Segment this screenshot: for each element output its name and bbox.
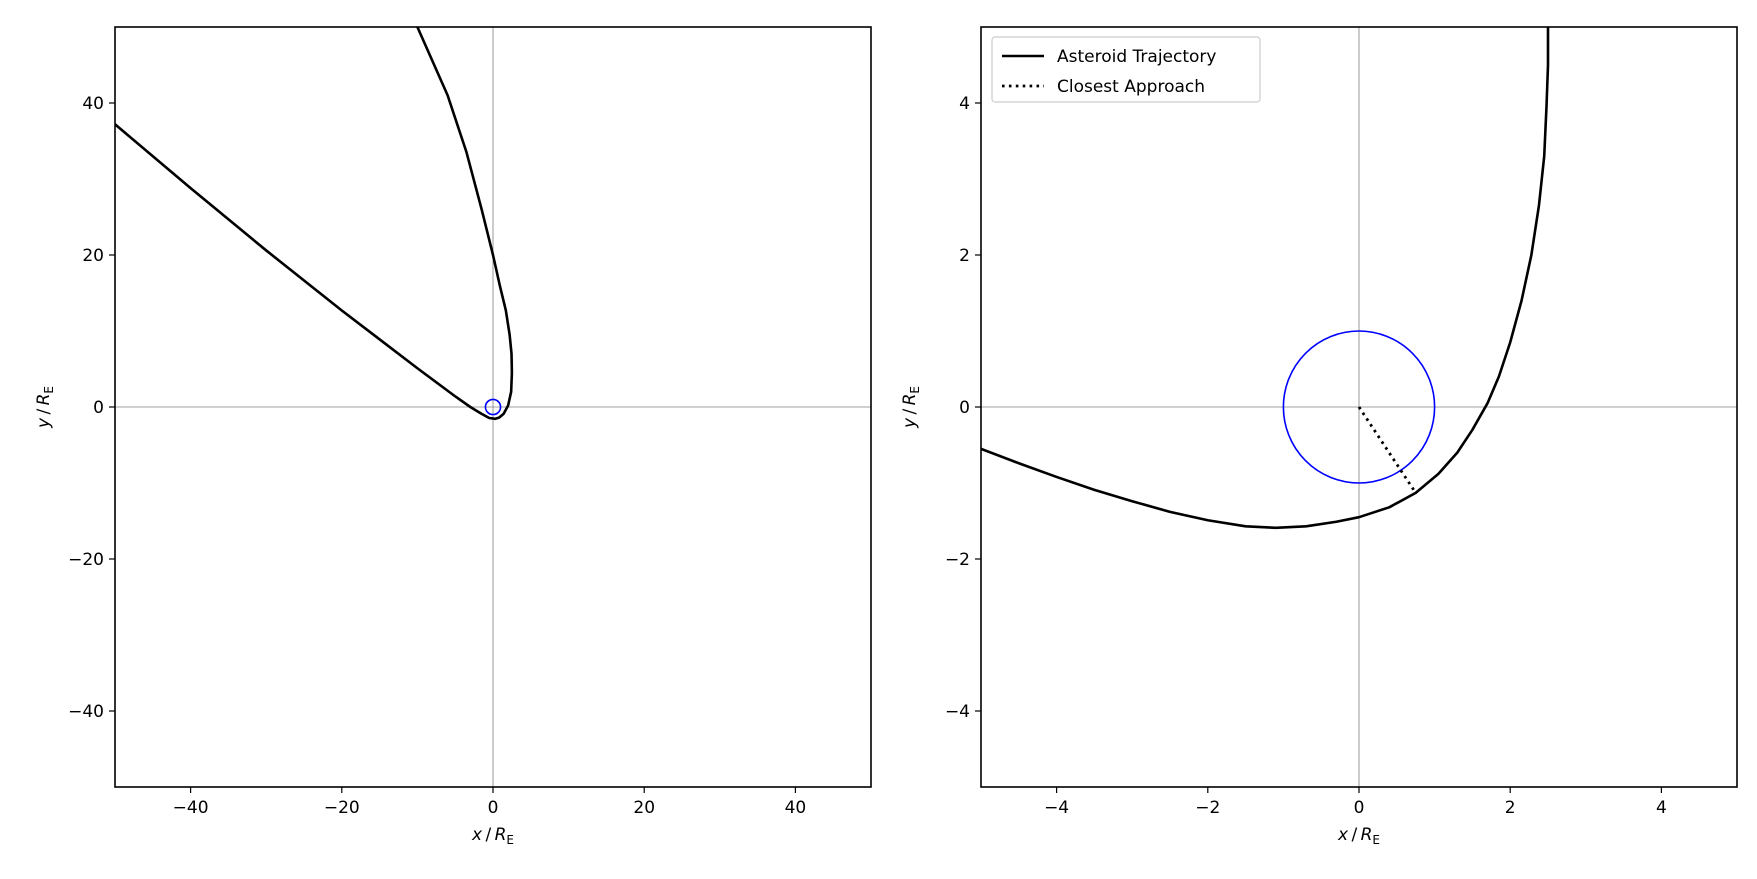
plot-area xyxy=(981,27,1737,787)
x-axis-label-unit: R xyxy=(495,825,507,845)
x-tick-label: −4 xyxy=(1044,798,1069,818)
x-axis-label-slash: / xyxy=(1348,825,1361,845)
y-tick-label: 4 xyxy=(959,94,970,114)
y-tick-label: 0 xyxy=(93,398,104,418)
earth-circle xyxy=(1282,330,1436,484)
x-axis-label: x / RE xyxy=(471,825,514,847)
y-axis-label: y / RE xyxy=(900,386,922,429)
x-tick-label: 20 xyxy=(633,798,655,818)
x-tick-label: 2 xyxy=(1505,798,1516,818)
y-tick-label: −20 xyxy=(68,550,104,570)
y-axis-label-slash: / xyxy=(34,405,54,418)
x-axis-label-variable: x xyxy=(1337,825,1349,845)
x-tick-label: 4 xyxy=(1656,798,1667,818)
y-tick-label: 40 xyxy=(82,94,104,114)
x-tick-label: −20 xyxy=(324,798,360,818)
x-axis-label-slash: / xyxy=(482,825,495,845)
asteroid-trajectory-line xyxy=(981,27,1550,530)
y-tick-label: −40 xyxy=(68,702,104,722)
x-tick-label: 0 xyxy=(1354,798,1365,818)
y-tick-label: −2 xyxy=(945,550,970,570)
y-axis-label-variable: y xyxy=(900,417,920,429)
x-axis-label-unit: R xyxy=(1361,825,1373,845)
y-axis-label-subscript: E xyxy=(908,386,922,394)
x-tick-label: 40 xyxy=(785,798,807,818)
y-tick-label: −4 xyxy=(945,702,970,722)
asteroid-trajectory-line xyxy=(115,27,514,421)
y-tick-label: 0 xyxy=(959,398,970,418)
legend-label: Asteroid Trajectory xyxy=(1057,47,1216,67)
closest-approach-line xyxy=(1357,406,1416,492)
y-axis-label-subscript: E xyxy=(42,386,56,394)
x-axis-label-subscript: E xyxy=(506,833,514,847)
y-tick-label: 20 xyxy=(82,246,104,266)
y-axis-label-unit: R xyxy=(34,394,54,406)
y-axis-label: y / RE xyxy=(34,386,56,429)
y-axis-label-unit: R xyxy=(900,394,920,406)
legend: Asteroid Trajectory Closest Approach xyxy=(991,36,1261,103)
x-tick-label: −2 xyxy=(1195,798,1220,818)
x-tick-label: 0 xyxy=(488,798,499,818)
x-axis-label: x / RE xyxy=(1337,825,1380,847)
x-tick-label: −40 xyxy=(173,798,209,818)
x-axis-label-subscript: E xyxy=(1372,833,1380,847)
legend-label: Closest Approach xyxy=(1057,77,1205,97)
legend-box xyxy=(991,36,1261,103)
earth-circle xyxy=(484,398,502,416)
y-axis-label-variable: y xyxy=(34,417,54,429)
y-axis-label-slash: / xyxy=(900,405,920,418)
y-tick-label: 2 xyxy=(959,246,970,266)
plot-area xyxy=(115,27,871,787)
x-axis-label-variable: x xyxy=(471,825,483,845)
